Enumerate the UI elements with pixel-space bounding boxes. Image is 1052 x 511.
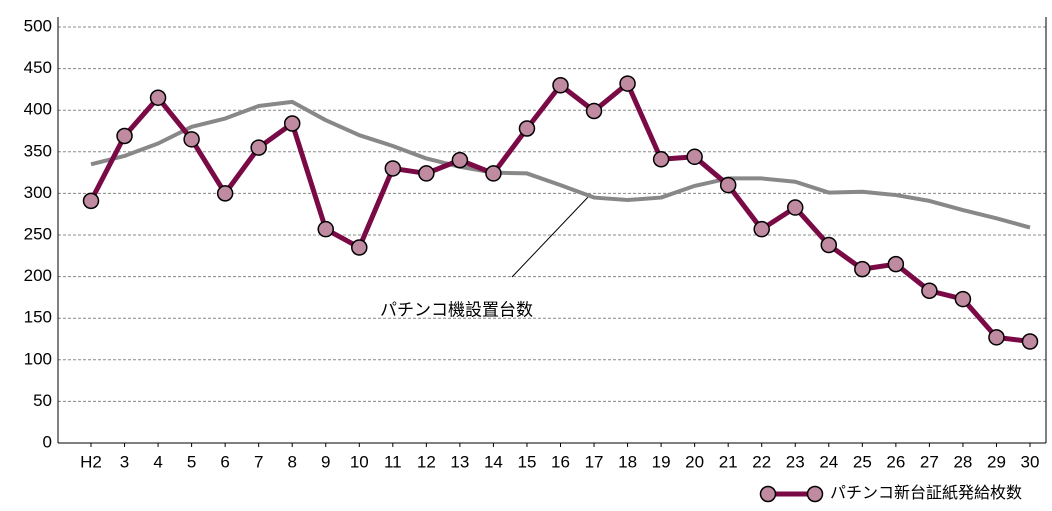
x-tick-label: 29	[987, 452, 1006, 471]
x-tick-label: 25	[853, 452, 872, 471]
series-marker	[787, 199, 804, 216]
series-marker	[418, 165, 435, 182]
series-marker	[585, 102, 603, 120]
series-marker	[317, 220, 334, 238]
y-tick-label: 100	[24, 349, 52, 368]
x-tick-label: 9	[321, 452, 330, 471]
y-tick-label: 500	[24, 16, 52, 35]
series-line	[90, 99, 1031, 230]
x-tick-label: 19	[652, 452, 671, 471]
x-tick-label: 16	[551, 452, 570, 471]
x-tick-label: 28	[953, 452, 972, 471]
series-marker	[351, 239, 368, 256]
series-marker	[485, 165, 502, 182]
series-marker	[921, 282, 938, 299]
x-tick-label: 3	[120, 452, 129, 471]
series-marker	[283, 115, 301, 132]
y-tick-label: 400	[24, 100, 52, 119]
series-marker	[216, 185, 234, 202]
legend-label: パチンコ新台証紙発給枚数	[830, 484, 1022, 502]
y-tick-label: 350	[24, 141, 52, 160]
series-marker	[183, 131, 200, 148]
series-marker	[988, 329, 1005, 346]
series-marker	[518, 120, 536, 137]
series-marker	[686, 148, 703, 166]
y-tick-label: 50	[33, 391, 52, 410]
x-tick-label: 22	[752, 452, 771, 471]
series-marker	[854, 260, 871, 278]
series-marker	[250, 139, 267, 156]
x-tick-label: 17	[585, 452, 604, 471]
y-tick-label: 150	[24, 308, 52, 327]
y-tick-label: 250	[24, 224, 52, 243]
series-marker	[82, 192, 100, 210]
series-marker	[384, 160, 402, 177]
series-marker	[149, 89, 167, 106]
x-tick-label: 10	[350, 452, 369, 471]
x-tick-label: 30	[1021, 452, 1040, 471]
series-marker	[652, 151, 670, 168]
x-tick-label: 23	[786, 452, 805, 471]
x-tick-label: 5	[187, 452, 196, 471]
x-tick-label: 15	[518, 452, 537, 471]
x-tick-label: 7	[254, 452, 263, 471]
x-tick-label: 4	[153, 452, 162, 471]
annotation-leader	[511, 194, 591, 278]
series-marker	[619, 75, 636, 92]
y-tick-label: 300	[24, 183, 52, 202]
series-marker	[719, 176, 737, 194]
x-tick-label: 21	[719, 452, 738, 471]
series-marker	[753, 220, 770, 238]
x-tick-label: 12	[417, 452, 436, 471]
x-tick-label: 11	[384, 452, 402, 471]
series-marker	[954, 290, 972, 308]
series-line	[88, 81, 1031, 344]
y-tick-label: 0	[43, 432, 52, 451]
x-tick-label: 8	[287, 452, 296, 471]
legend-marker	[806, 485, 824, 503]
x-tick-label: 18	[618, 452, 637, 471]
x-tick-label: 14	[484, 452, 503, 471]
x-tick-label: 20	[685, 452, 704, 471]
legend-marker	[759, 485, 777, 503]
x-tick-label: 27	[920, 452, 939, 471]
x-tick-label: 13	[450, 452, 469, 471]
series-marker	[1021, 333, 1039, 350]
series-marker	[116, 127, 133, 145]
x-tick-label: 24	[819, 452, 838, 471]
series-marker	[887, 255, 905, 273]
x-tick-label: H2	[80, 452, 102, 471]
x-tick-label: 26	[886, 452, 905, 471]
series-marker	[820, 236, 838, 254]
series-marker	[451, 151, 469, 169]
x-tick-label: 6	[220, 452, 229, 471]
y-tick-label: 450	[24, 58, 52, 77]
y-tick-label: 200	[24, 266, 52, 285]
series-marker	[552, 76, 569, 94]
series-annotation: パチンコ機設置台数	[380, 300, 533, 319]
